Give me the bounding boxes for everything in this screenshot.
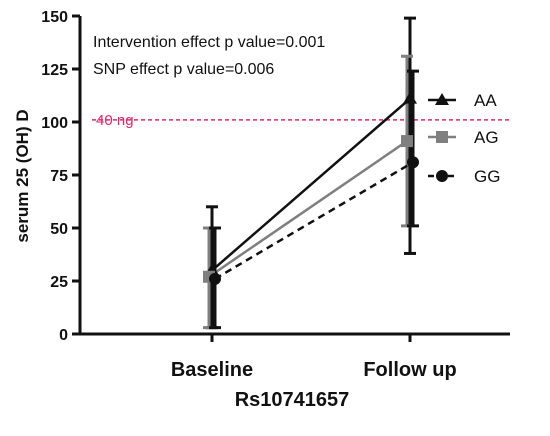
annotation-snp-effect: SNP effect p value=0.006 — [93, 61, 274, 78]
data-point-gg — [209, 272, 221, 285]
y-tick-label: 100 — [41, 115, 68, 132]
annotation-intervention-effect: Intervention effect p value=0.001 — [93, 34, 325, 51]
y-tick-label: 125 — [41, 62, 68, 79]
data-point-gg — [407, 156, 419, 169]
y-tick-label: 25 — [50, 274, 68, 291]
series-line-gg — [214, 161, 414, 280]
legend-marker-ag — [436, 131, 448, 143]
data-point-ag — [401, 135, 413, 148]
data-markers — [203, 91, 419, 285]
y-ticks: 0 25 50 75 100 125 150 — [41, 9, 80, 344]
y-tick-label: 75 — [50, 168, 68, 185]
data-point-aa — [403, 91, 417, 104]
legend: AA AG GG — [428, 91, 500, 186]
legend-marker-gg — [436, 170, 448, 182]
y-tick-label: 50 — [50, 221, 68, 238]
x-category-labels: Baseline Follow up — [171, 334, 457, 381]
reference-line-label: 40 ng — [96, 112, 134, 129]
x-category-label: Baseline — [171, 359, 253, 381]
series-line-aa — [211, 97, 411, 272]
x-axis-title: Rs10741657 — [235, 389, 350, 411]
y-tick-label: 150 — [41, 9, 68, 26]
y-axis-title: serum 25 (OH) D — [13, 109, 32, 242]
series-line-ag — [208, 140, 408, 278]
legend-marker-aa — [435, 93, 449, 105]
legend-label-gg: GG — [474, 167, 500, 186]
legend-label-ag: AG — [474, 128, 499, 147]
series-lines — [208, 97, 414, 280]
y-tick-label: 0 — [59, 327, 68, 344]
legend-label-aa: AA — [474, 91, 497, 110]
x-category-label: Follow up — [363, 359, 456, 381]
